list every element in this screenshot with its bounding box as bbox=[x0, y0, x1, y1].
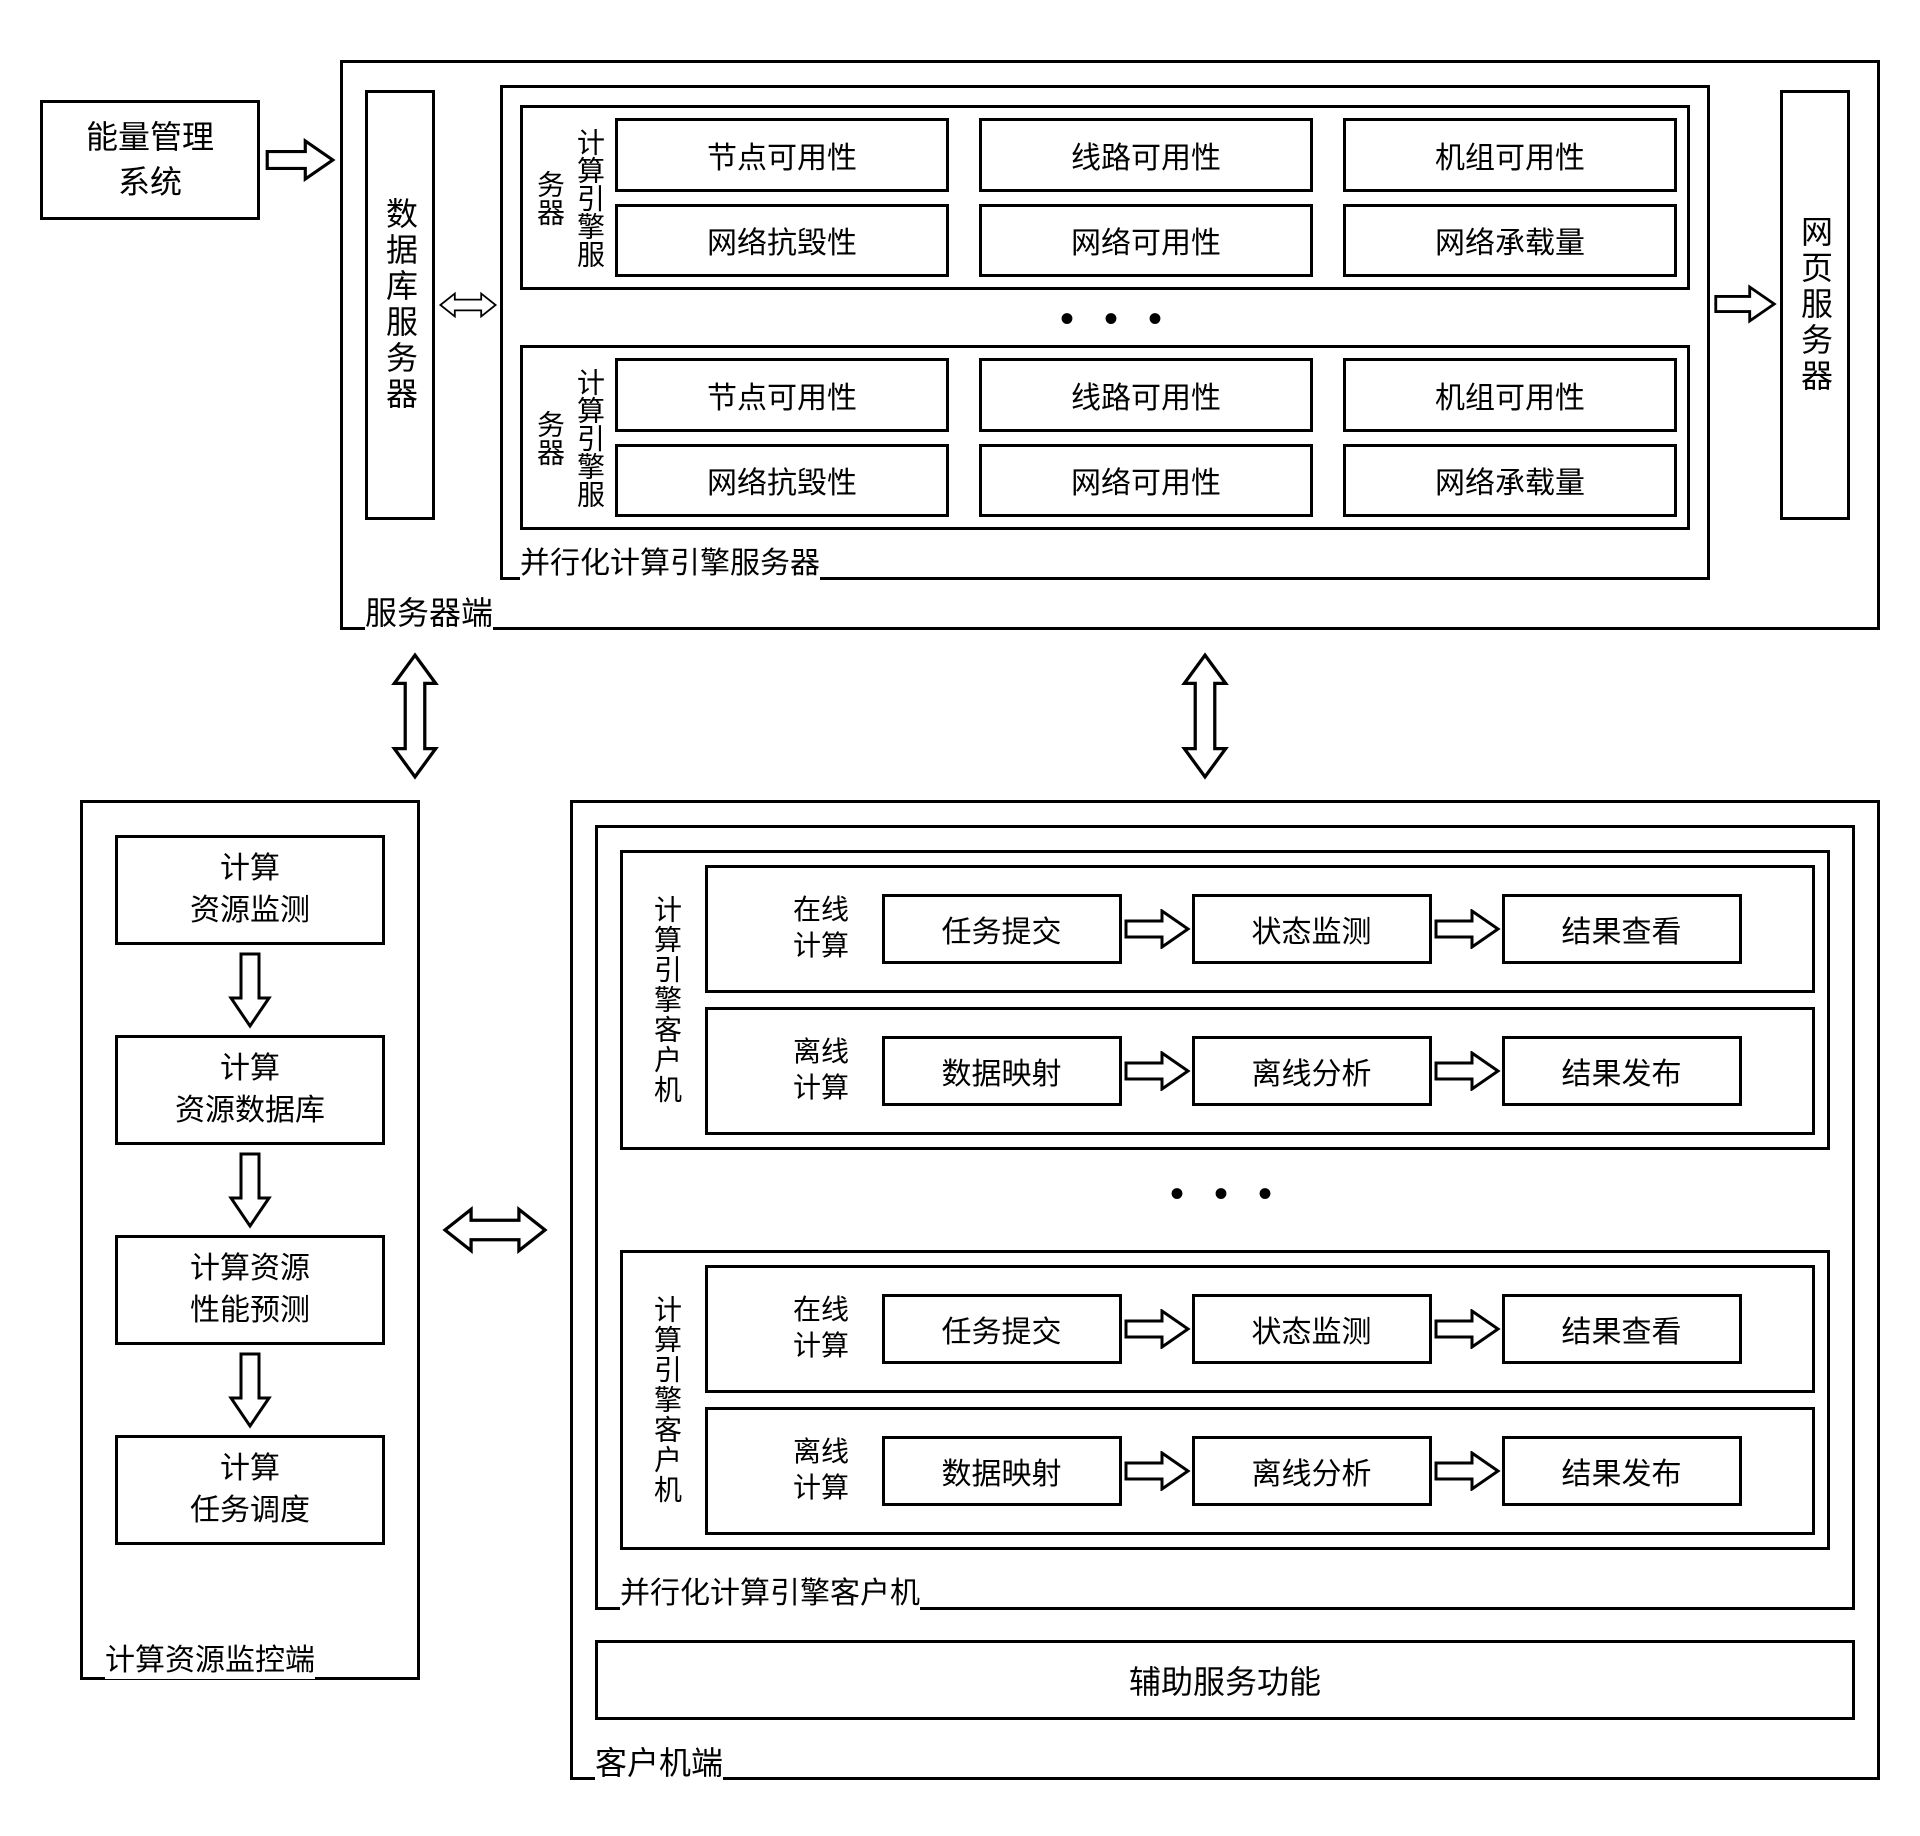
arrow-server-monitor bbox=[390, 636, 440, 796]
arrow-icon bbox=[1432, 1309, 1502, 1349]
arrow-db-engine bbox=[438, 282, 498, 328]
arrow-ems-to-server bbox=[263, 138, 337, 182]
arrow-engine-to-web bbox=[1712, 282, 1778, 326]
arrow-icon bbox=[1432, 1451, 1502, 1491]
arrow-icon bbox=[1432, 1051, 1502, 1091]
monitor-step-3: 计算资源 性能预测 bbox=[115, 1235, 385, 1345]
ems-line2: 系统 bbox=[118, 160, 182, 205]
metric-net-capacity-1: 网络承载量 bbox=[1343, 204, 1677, 278]
online-step-1-1: 任务提交 bbox=[882, 894, 1122, 964]
arrow-server-client bbox=[1180, 636, 1230, 796]
arrow-mstep-2-3 bbox=[227, 1148, 273, 1232]
arrow-icon bbox=[1122, 1051, 1192, 1091]
monitor-step-2: 计算 资源数据库 bbox=[115, 1035, 385, 1145]
db-server-text: 数据库服务器 bbox=[377, 197, 423, 413]
engine-server-ellipsis: • • • bbox=[1060, 295, 1172, 342]
offline-label-1: 离线计算 bbox=[779, 1035, 864, 1108]
offline-step-1-2: 离线分析 bbox=[1192, 1036, 1432, 1106]
client-side-label: 客户机端 bbox=[595, 1738, 723, 1784]
engine-client-1: 计算引擎客户机 在线计算 任务提交 状态监测 结果查看 离线计算 数据映射 离线… bbox=[620, 850, 1830, 1150]
arrow-icon bbox=[1432, 909, 1502, 949]
offline-row-2: 离线计算 数据映射 离线分析 结果发布 bbox=[705, 1407, 1815, 1535]
parallel-engine-server-label: 并行化计算引擎服务器 bbox=[520, 538, 820, 582]
metric-line-avail-2: 线路可用性 bbox=[979, 358, 1313, 432]
metric-net-resilience-2: 网络抗毁性 bbox=[615, 444, 949, 518]
engine-server-1: 计算引擎服务器 节点可用性 线路可用性 机组可用性 网络抗毁性 网络可用性 网络… bbox=[520, 105, 1690, 290]
arrow-monitor-client bbox=[425, 1205, 565, 1255]
metric-net-capacity-2: 网络承载量 bbox=[1343, 444, 1677, 518]
online-step-1-3: 结果查看 bbox=[1502, 894, 1742, 964]
monitor-step-1: 计算 资源监测 bbox=[115, 835, 385, 945]
online-label-2: 在线计算 bbox=[779, 1293, 864, 1366]
parallel-engine-client-label: 并行化计算引擎客户机 bbox=[620, 1568, 920, 1612]
offline-step-2-2: 离线分析 bbox=[1192, 1436, 1432, 1506]
arrow-mstep-3-4 bbox=[227, 1348, 273, 1432]
engine-client-1-label: 计算引擎客户机 bbox=[635, 865, 695, 1135]
metric-node-avail-2: 节点可用性 bbox=[615, 358, 949, 432]
engine-server-2-label: 计算引擎服务器 bbox=[533, 358, 603, 517]
offline-step-1-3: 结果发布 bbox=[1502, 1036, 1742, 1106]
engine-client-ellipsis: • • • bbox=[1170, 1170, 1282, 1217]
online-step-2-2: 状态监测 bbox=[1192, 1294, 1432, 1364]
arrow-icon bbox=[1122, 1451, 1192, 1491]
ems-line1: 能量管理 bbox=[86, 115, 214, 160]
online-label-1: 在线计算 bbox=[779, 893, 864, 966]
online-row-2: 在线计算 任务提交 状态监测 结果查看 bbox=[705, 1265, 1815, 1393]
metric-net-avail-2: 网络可用性 bbox=[979, 444, 1313, 518]
metric-line-avail-1: 线路可用性 bbox=[979, 118, 1313, 192]
aux-services: 辅助服务功能 bbox=[595, 1640, 1855, 1720]
online-row-1: 在线计算 任务提交 状态监测 结果查看 bbox=[705, 865, 1815, 993]
metric-net-resilience-1: 网络抗毁性 bbox=[615, 204, 949, 278]
offline-row-1: 离线计算 数据映射 离线分析 结果发布 bbox=[705, 1007, 1815, 1135]
engine-server-2: 计算引擎服务器 节点可用性 线路可用性 机组可用性 网络抗毁性 网络可用性 网络… bbox=[520, 345, 1690, 530]
ems-box: 能量管理 系统 bbox=[40, 100, 260, 220]
engine-client-2-label: 计算引擎客户机 bbox=[635, 1265, 695, 1535]
metric-unit-avail-1: 机组可用性 bbox=[1343, 118, 1677, 192]
offline-label-2: 离线计算 bbox=[779, 1435, 864, 1508]
web-server-text: 网页服务器 bbox=[1792, 215, 1838, 395]
offline-step-2-3: 结果发布 bbox=[1502, 1436, 1742, 1506]
online-step-1-2: 状态监测 bbox=[1192, 894, 1432, 964]
engine-server-1-label: 计算引擎服务器 bbox=[533, 118, 603, 277]
offline-step-1-1: 数据映射 bbox=[882, 1036, 1122, 1106]
metric-node-avail-1: 节点可用性 bbox=[615, 118, 949, 192]
online-step-2-1: 任务提交 bbox=[882, 1294, 1122, 1364]
online-step-2-3: 结果查看 bbox=[1502, 1294, 1742, 1364]
monitor-step-4: 计算 任务调度 bbox=[115, 1435, 385, 1545]
engine-client-2: 计算引擎客户机 在线计算 任务提交 状态监测 结果查看 离线计算 数据映射 离线… bbox=[620, 1250, 1830, 1550]
server-side-label: 服务器端 bbox=[365, 588, 493, 634]
arrow-icon bbox=[1122, 1309, 1192, 1349]
metric-unit-avail-2: 机组可用性 bbox=[1343, 358, 1677, 432]
db-server: 数据库服务器 bbox=[365, 90, 435, 520]
metric-net-avail-1: 网络可用性 bbox=[979, 204, 1313, 278]
arrow-icon bbox=[1122, 909, 1192, 949]
web-server: 网页服务器 bbox=[1780, 90, 1850, 520]
monitor-label: 计算资源监控端 bbox=[105, 1635, 315, 1679]
offline-step-2-1: 数据映射 bbox=[882, 1436, 1122, 1506]
arrow-mstep-1-2 bbox=[227, 948, 273, 1032]
